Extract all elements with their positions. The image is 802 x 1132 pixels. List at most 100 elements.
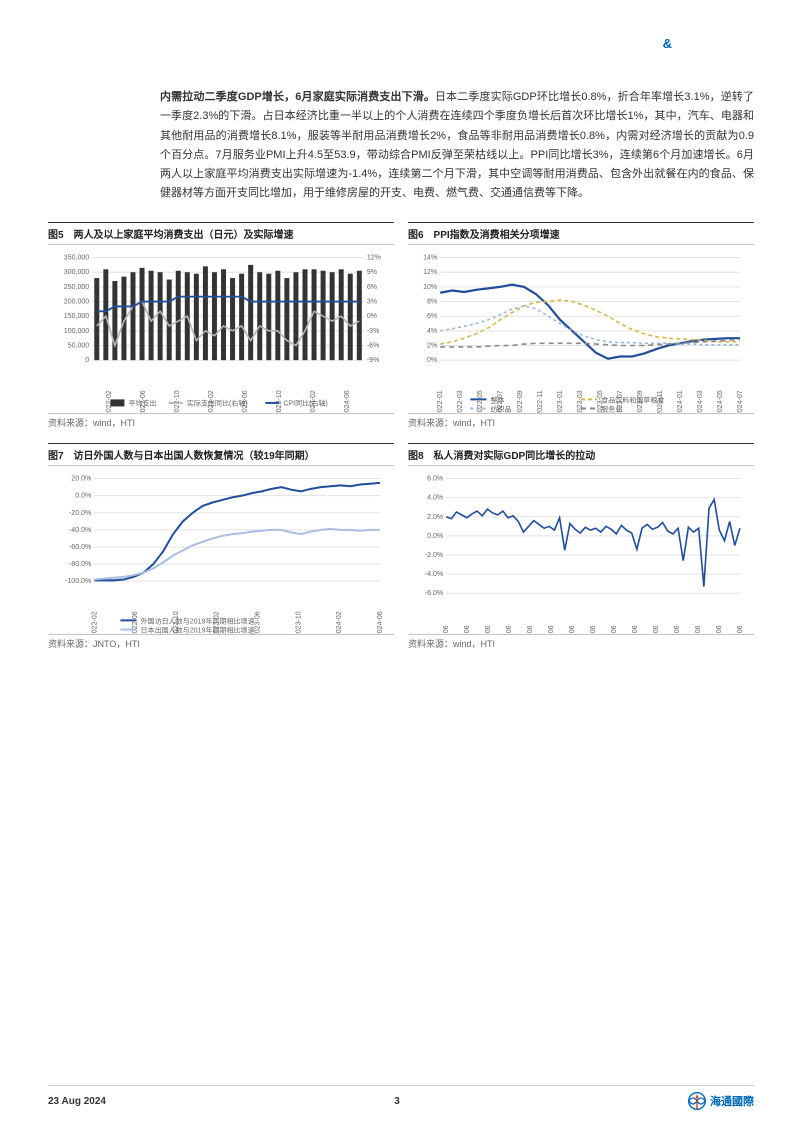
footer-logo: 海通國際 — [688, 1092, 754, 1110]
svg-text:2.0%: 2.0% — [427, 513, 443, 520]
chart5-panel: 图5 两人及以上家庭平均消费支出（日元）及实际增速 350,000 300,000… — [48, 222, 394, 429]
svg-text:10%: 10% — [423, 283, 437, 290]
svg-text:2000-06: 2000-06 — [569, 625, 576, 634]
svg-text:14%: 14% — [423, 254, 437, 261]
svg-text:-4.0%: -4.0% — [425, 571, 443, 578]
svg-text:0.0%: 0.0% — [75, 492, 91, 499]
svg-text:150,000: 150,000 — [64, 313, 90, 320]
svg-text:-2.0%: -2.0% — [425, 552, 443, 559]
chart6-source: 资料来源：wind，HTI — [408, 413, 754, 429]
chart6-svg: 14% 12% 10% 8% 6% 4% 2% 0% 2022-01 2022-03 2022-05… — [410, 251, 752, 413]
chart7-title: 图7 访日外国人数与日本出国人数恢复情况（较19年同期） — [48, 447, 394, 462]
chart8-panel: 图8 私人消费对实际GDP同比增长的拉动 6.0%4.0%2.0%0.0%-2.… — [408, 443, 754, 650]
svg-text:250,000: 250,000 — [64, 283, 90, 290]
chart-grid: 图5 两人及以上家庭平均消费支出（日元）及实际增速 350,000 300,000… — [48, 222, 754, 650]
body-rest: 日本二季度实际GDP环比增长0.8%，折合年率增长3.1%，逆转了一季度2.3%… — [160, 91, 754, 199]
chart7-svg: 20.0%0.0%-20.0%-40.0%-60.0%-80.0%-100.0%… — [50, 472, 392, 634]
svg-text:2021-06: 2021-06 — [716, 625, 723, 634]
chart8-source: 资料来源：wind，HTI — [408, 634, 754, 650]
svg-text:2022-03: 2022-03 — [457, 390, 464, 413]
footer-brand: 海通國際 — [710, 1093, 754, 1109]
svg-text:1985-06: 1985-06 — [464, 625, 471, 634]
svg-text:300,000: 300,000 — [64, 269, 90, 276]
svg-text:-6.0%: -6.0% — [425, 590, 443, 597]
svg-text:20.0%: 20.0% — [71, 475, 91, 482]
svg-text:2024-07: 2024-07 — [737, 390, 744, 413]
svg-text:-3%: -3% — [367, 327, 380, 334]
chart5-svg: 350,000 300,000 250,000 200,000 150,000 100,0… — [50, 251, 392, 413]
page-footer: 23 Aug 2024 3 海通國際 — [48, 1085, 754, 1110]
body-paragraph: 内需拉动二季度GDP增长，6月家庭实际消费支出下滑。日本二季度实际GDP环比增长… — [160, 88, 754, 204]
svg-text:-60.0%: -60.0% — [69, 543, 91, 550]
svg-text:-9%: -9% — [367, 357, 380, 364]
svg-text:6%: 6% — [367, 283, 377, 290]
svg-text:外国访日人数与2019年同期相比增速: 外国访日人数与2019年同期相比增速 — [141, 616, 255, 625]
svg-text:2022-11: 2022-11 — [537, 390, 544, 413]
svg-text:整体: 整体 — [490, 395, 504, 404]
lead-sentence: 内需拉动二季度GDP增长，6月家庭实际消费支出下滑。 — [160, 91, 435, 103]
svg-text:3%: 3% — [367, 298, 377, 305]
svg-text:1982-06: 1982-06 — [443, 625, 450, 634]
footer-page-number: 3 — [394, 1096, 400, 1107]
header-ampersand: & — [663, 36, 672, 51]
svg-text:平均支出: 平均支出 — [128, 398, 156, 407]
svg-text:2023-01: 2023-01 — [557, 390, 564, 413]
svg-text:0%: 0% — [367, 313, 377, 320]
svg-text:2006-06: 2006-06 — [611, 625, 618, 634]
svg-text:2018-06: 2018-06 — [695, 625, 702, 634]
svg-text:0%: 0% — [427, 357, 437, 364]
svg-text:12%: 12% — [423, 269, 437, 276]
svg-text:1994-06: 1994-06 — [527, 625, 534, 634]
svg-text:2024-01: 2024-01 — [677, 390, 684, 413]
svg-text:2%: 2% — [427, 342, 437, 349]
svg-text:2024-06: 2024-06 — [737, 625, 744, 634]
logo-icon — [688, 1092, 706, 1110]
svg-text:1988-06: 1988-06 — [485, 625, 492, 634]
svg-text:100,000: 100,000 — [64, 327, 90, 334]
svg-text:1997-06: 1997-06 — [548, 625, 555, 634]
svg-text:0.0%: 0.0% — [427, 532, 443, 539]
chart8-svg: 6.0% 4.0% 2.0% 0.0% -2.0% -4.0% -6.0% 1982-06 19… — [410, 472, 752, 634]
svg-text:2024-06: 2024-06 — [377, 611, 384, 634]
svg-text:纺织品: 纺织品 — [490, 404, 511, 413]
chart7-source: 资料来源：JNTO，HTI — [48, 634, 394, 650]
svg-text:2022-09: 2022-09 — [517, 390, 524, 413]
svg-text:50,000: 50,000 — [68, 342, 90, 349]
svg-text:2024-05: 2024-05 — [717, 390, 724, 413]
svg-text:2022-05: 2022-05 — [477, 390, 484, 413]
svg-text:350,000: 350,000 — [64, 254, 90, 261]
svg-text:2015-06: 2015-06 — [674, 625, 681, 634]
svg-text:2024-02: 2024-02 — [336, 611, 343, 634]
svg-text:2022-10: 2022-10 — [174, 390, 181, 413]
svg-text:6%: 6% — [427, 313, 437, 320]
svg-text:2022-06: 2022-06 — [132, 611, 139, 634]
svg-text:4%: 4% — [427, 327, 437, 334]
svg-text:服务业: 服务业 — [601, 404, 622, 413]
svg-text:食品饮料和烟草粮食: 食品饮料和烟草粮食 — [601, 395, 664, 404]
chart7-panel: 图7 访日外国人数与日本出国人数恢复情况（较19年同期） 20.0% 0.0% -2… — [48, 443, 394, 650]
svg-text:200,000: 200,000 — [64, 298, 90, 305]
svg-text:6.0%: 6.0% — [427, 475, 443, 482]
svg-text:2022-02: 2022-02 — [91, 611, 98, 634]
svg-text:9%: 9% — [367, 269, 377, 276]
svg-text:2009-06: 2009-06 — [632, 625, 639, 634]
svg-text:-40.0%: -40.0% — [69, 526, 91, 533]
svg-text:1991-06: 1991-06 — [506, 625, 513, 634]
svg-text:2012-06: 2012-06 — [653, 625, 660, 634]
svg-text:2023-10: 2023-10 — [295, 611, 302, 634]
svg-text:实际支出同比(右轴): 实际支出同比(右轴) — [187, 398, 248, 407]
chart5-source: 资料来源：wind，HTI — [48, 413, 394, 429]
svg-text:2023-03: 2023-03 — [577, 390, 584, 413]
svg-text:8%: 8% — [427, 298, 437, 305]
svg-text:12%: 12% — [367, 254, 381, 261]
svg-text:-20.0%: -20.0% — [69, 509, 91, 516]
svg-text:2022-01: 2022-01 — [437, 390, 444, 413]
footer-date: 23 Aug 2024 — [48, 1096, 106, 1107]
chart5-title: 图5 两人及以上家庭平均消费支出（日元）及实际增速 — [48, 226, 394, 241]
svg-text:4.0%: 4.0% — [427, 494, 443, 501]
chart6-panel: 图6 PPI指数及消费相关分项增速 14%12%10%8%6%4%2%0%202… — [408, 222, 754, 429]
svg-text:2023-10: 2023-10 — [276, 390, 283, 413]
svg-text:2024-06: 2024-06 — [344, 390, 351, 413]
svg-text:0: 0 — [85, 357, 89, 364]
svg-text:CPI同比(右轴): CPI同比(右轴) — [283, 398, 328, 407]
